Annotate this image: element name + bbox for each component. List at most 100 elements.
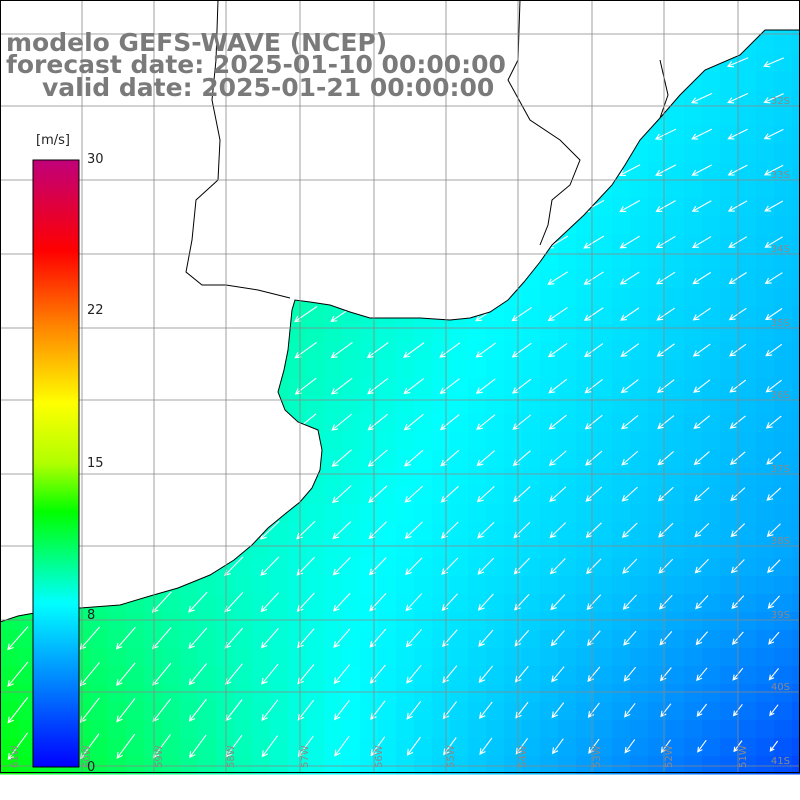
wind-cell <box>90 702 109 721</box>
wind-cell <box>684 756 703 775</box>
wind-cell <box>468 612 487 631</box>
wind-cell <box>522 414 541 433</box>
wind-arrow <box>404 449 424 467</box>
wind-cell <box>630 720 649 739</box>
wind-cell <box>630 684 649 703</box>
wind-cell <box>306 666 325 685</box>
wind-cell <box>774 522 793 541</box>
wind-cell <box>576 576 595 595</box>
wind-cell <box>612 648 631 667</box>
longitude-label: 60W <box>82 745 93 768</box>
wind-cell <box>702 162 721 181</box>
wind-cell <box>738 144 757 163</box>
wind-arrow <box>656 307 676 321</box>
wind-cell <box>324 558 343 577</box>
wind-cell <box>162 720 181 739</box>
wind-cell <box>702 216 721 235</box>
wind-cell <box>432 432 451 451</box>
wind-cell <box>522 396 541 415</box>
wind-cell <box>720 720 739 739</box>
wind-cell <box>702 540 721 559</box>
wind-cell <box>702 396 721 415</box>
wind-cell <box>432 540 451 559</box>
wind-cell <box>216 630 235 649</box>
wind-cell <box>774 108 793 127</box>
wind-cell <box>684 162 703 181</box>
wind-cell <box>306 720 325 739</box>
wind-arrow <box>514 593 530 611</box>
wind-cell <box>630 252 649 271</box>
wind-cell <box>522 558 541 577</box>
wind-arrow <box>261 699 279 722</box>
wind-cell <box>504 630 523 649</box>
wind-cell <box>486 756 505 775</box>
wind-cell <box>450 324 469 343</box>
wind-cell <box>216 648 235 667</box>
wind-arrow <box>692 271 712 285</box>
wind-arrow <box>551 738 564 755</box>
wind-cell <box>18 720 37 739</box>
wind-cell <box>90 684 109 703</box>
wind-cell <box>684 720 703 739</box>
model-title: modelo GEFS-WAVE (NCEP) <box>6 28 388 57</box>
wind-arrow <box>478 665 494 683</box>
wind-cell <box>90 612 109 631</box>
wind-cell <box>432 702 451 721</box>
wind-cell <box>594 306 613 325</box>
wind-cell <box>738 180 757 199</box>
wind-cell <box>756 54 775 73</box>
wind-cell <box>702 504 721 523</box>
wind-cell <box>630 216 649 235</box>
wind-arrow <box>767 595 781 609</box>
wind-cell <box>306 612 325 631</box>
latitude-label: 32S <box>771 96 790 107</box>
wind-arrow <box>370 700 386 721</box>
wind-arrow <box>694 487 710 502</box>
wind-cell <box>792 216 800 235</box>
wind-cell <box>144 612 163 631</box>
wind-cell <box>594 288 613 307</box>
wind-cell <box>378 720 397 739</box>
wind-cell <box>432 396 451 415</box>
colorbar-tick-label: 15 <box>87 456 104 471</box>
wind-cell <box>378 324 397 343</box>
wind-arrow <box>368 485 388 503</box>
wind-cell <box>612 252 631 271</box>
wind-arrow <box>693 379 711 393</box>
wind-cell <box>486 414 505 433</box>
wind-cell <box>216 684 235 703</box>
wind-arrow <box>116 698 136 723</box>
wind-cell <box>414 522 433 541</box>
wind-cell <box>666 468 685 487</box>
wind-arrow <box>406 736 421 756</box>
wind-cell <box>342 612 361 631</box>
wind-cell <box>756 504 775 523</box>
wind-cell <box>288 522 307 541</box>
wind-cell <box>684 666 703 685</box>
wind-cell <box>288 576 307 595</box>
wind-cell <box>486 648 505 667</box>
wind-cell <box>684 180 703 199</box>
wind-cell <box>288 306 307 325</box>
wind-cell <box>198 720 217 739</box>
wind-arrow <box>7 626 29 651</box>
wind-cell <box>756 234 775 253</box>
wind-arrow <box>655 235 676 249</box>
wind-cell <box>666 126 685 145</box>
wind-cell <box>630 522 649 541</box>
wind-arrow <box>620 414 639 430</box>
wind-arrow <box>548 414 567 430</box>
wind-cell <box>432 504 451 523</box>
wind-cell <box>342 576 361 595</box>
wind-cell <box>666 288 685 307</box>
wind-cell <box>774 198 793 217</box>
wind-arrow <box>475 342 496 358</box>
wind-cell <box>576 612 595 631</box>
wind-arrow <box>80 733 100 760</box>
wind-cell <box>450 648 469 667</box>
wind-cell <box>684 270 703 289</box>
wind-cell <box>306 306 325 325</box>
wind-cell <box>360 504 379 523</box>
wind-cell <box>558 360 577 379</box>
wind-arrow <box>294 306 318 323</box>
